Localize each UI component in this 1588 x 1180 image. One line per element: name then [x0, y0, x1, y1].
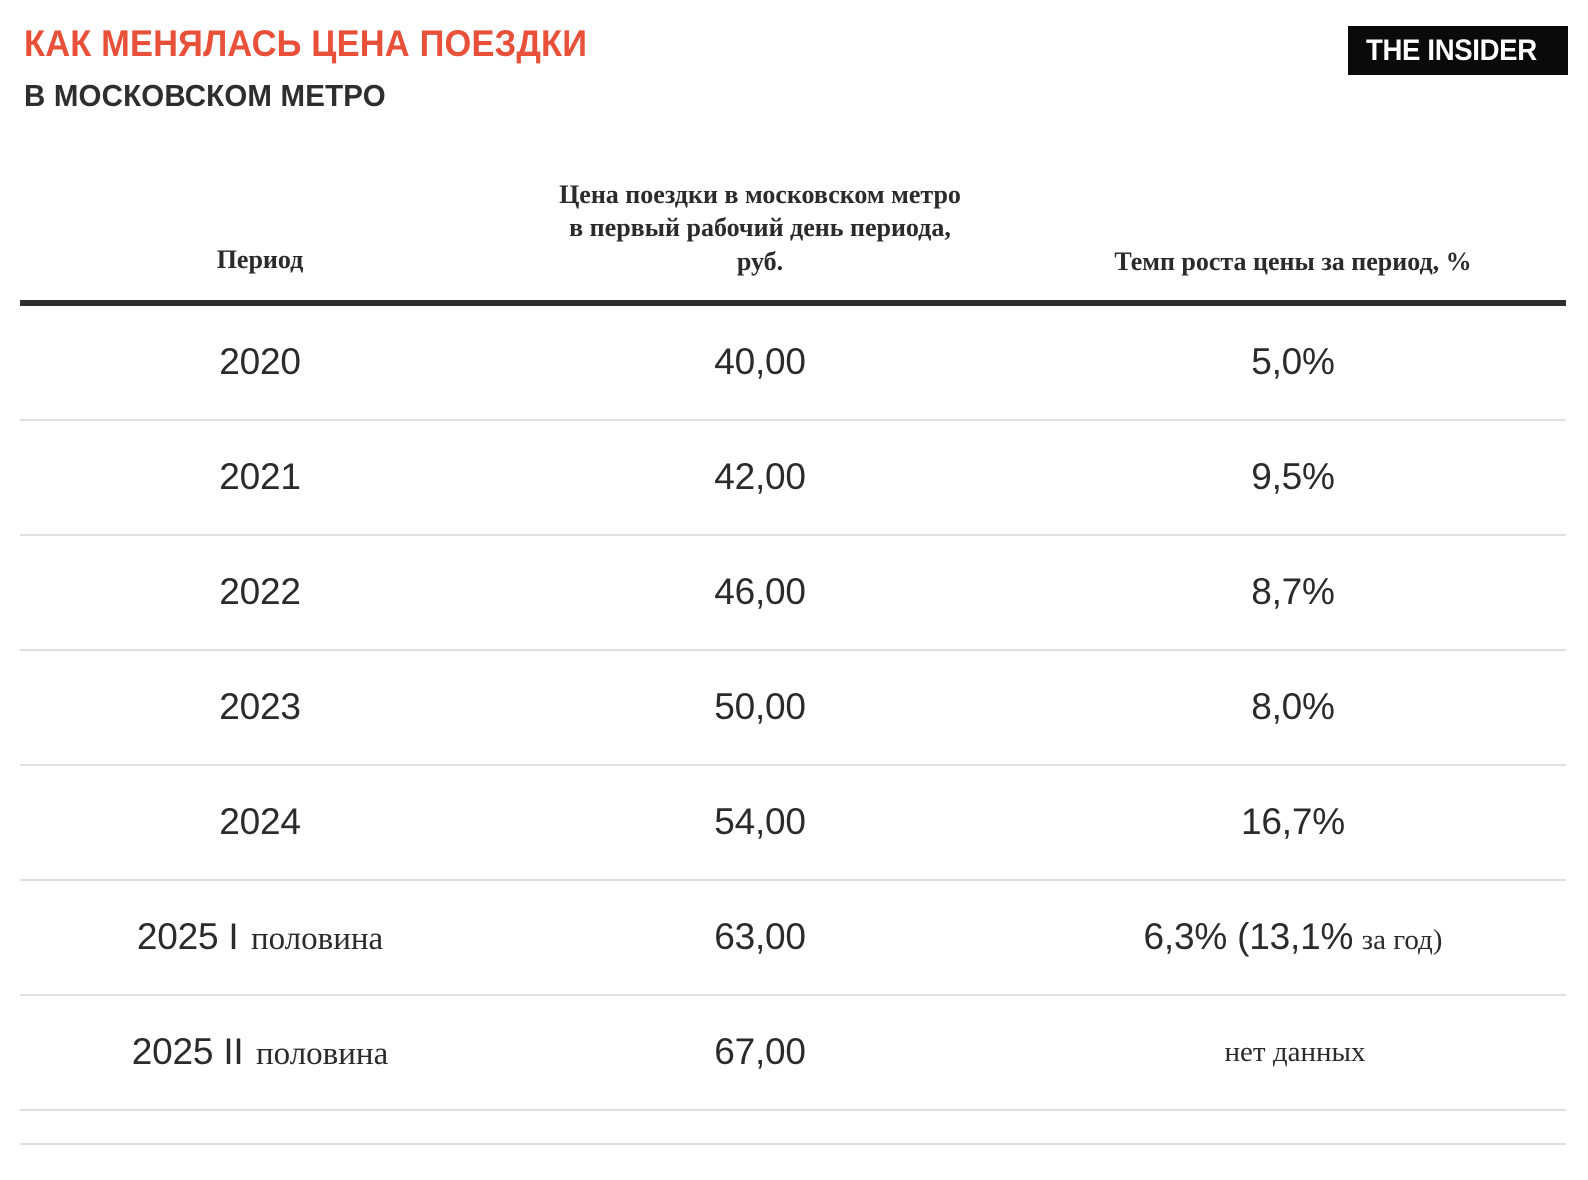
- cell-period: 2020: [20, 302, 500, 421]
- table-header-row: Период Цена поездки в московском метро в…: [20, 178, 1566, 306]
- page-subtitle: В МОСКОВСКОМ МЕТРО: [24, 77, 386, 113]
- price-value: 50,00: [714, 686, 806, 728]
- table-row-empty: [20, 1109, 1566, 1145]
- cell-period: 2022: [20, 534, 500, 651]
- column-header-price: Цена поездки в московском метро в первый…: [500, 178, 1020, 306]
- cell-period: [20, 1109, 500, 1145]
- period-number: 2025 I: [136, 916, 239, 958]
- period-number: 2023: [219, 686, 301, 728]
- cell-period: 2023: [20, 649, 500, 766]
- table-head: Период Цена поездки в московском метро в…: [20, 178, 1566, 306]
- title-group: КАК МЕНЯЛАСЬ ЦЕНА ПОЕЗДКИ В МОСКОВСКОМ М…: [24, 22, 630, 114]
- table-row: 2023 50,00 8,0%: [20, 649, 1566, 766]
- growth-value: 16,7%: [1241, 801, 1345, 843]
- price-history-table: Период Цена поездки в московском метро в…: [20, 178, 1566, 1145]
- column-header-growth: Темп роста цены за период, %: [1020, 178, 1566, 306]
- cell-period: 2021: [20, 419, 500, 536]
- cell-growth: 16,7%: [1020, 764, 1566, 881]
- period-qualifier: половина: [255, 1036, 389, 1073]
- cell-price: 46,00: [500, 534, 1020, 651]
- growth-value: 6,3% (13,1%: [1143, 916, 1354, 958]
- table-row: 2021 42,00 9,5%: [20, 419, 1566, 536]
- table-row: 2025 I половина 63,00 6,3% (13,1% за год…: [20, 879, 1566, 996]
- growth-value: 5,0%: [1251, 341, 1335, 383]
- cell-growth: [1020, 1109, 1566, 1145]
- cell-period: 2024: [20, 764, 500, 881]
- cell-growth: 8,0%: [1020, 649, 1566, 766]
- table-row: 2025 II половина 67,00 нет данных: [20, 994, 1566, 1111]
- price-value: 42,00: [714, 456, 806, 498]
- cell-price: 54,00: [500, 764, 1020, 881]
- cell-growth: 9,5%: [1020, 419, 1566, 536]
- page-header: КАК МЕНЯЛАСЬ ЦЕНА ПОЕЗДКИ В МОСКОВСКОМ М…: [0, 0, 1588, 150]
- cell-period: 2025 I половина: [20, 879, 500, 996]
- column-header-price-line-3: руб.: [736, 246, 784, 276]
- price-value: 40,00: [714, 341, 806, 383]
- period-number: 2020: [219, 341, 301, 383]
- table-body: 2020 40,00 5,0% 2021 42,00: [20, 302, 1566, 1145]
- price-value: 54,00: [714, 801, 806, 843]
- price-value: 67,00: [714, 1031, 806, 1073]
- period-qualifier: половина: [250, 921, 384, 958]
- period-number: 2021: [219, 456, 301, 498]
- cell-growth: 5,0%: [1020, 302, 1566, 421]
- column-header-period: Период: [20, 178, 500, 306]
- period-number: 2025 II: [131, 1031, 244, 1073]
- cell-price: 67,00: [500, 994, 1020, 1111]
- column-header-price-line-1: Цена поездки в московском метро: [559, 180, 961, 209]
- column-header-price-line-2: в первый рабочий день периода,: [569, 213, 951, 243]
- cell-price: 40,00: [500, 302, 1020, 421]
- page-title: КАК МЕНЯЛАСЬ ЦЕНА ПОЕЗДКИ: [24, 23, 588, 64]
- column-header-growth-line-1: Темп роста цены за период, %: [1114, 246, 1472, 276]
- price-value: 46,00: [714, 571, 806, 613]
- growth-no-data: нет данных: [1224, 1035, 1366, 1068]
- column-header-period-line-1: Период: [216, 244, 304, 274]
- growth-value: 8,0%: [1251, 686, 1335, 728]
- cell-price: 50,00: [500, 649, 1020, 766]
- growth-value: 9,5%: [1251, 456, 1335, 498]
- cell-price: 42,00: [500, 419, 1020, 536]
- price-value: 63,00: [714, 916, 806, 958]
- table-row: 2020 40,00 5,0%: [20, 302, 1566, 421]
- cell-period: 2025 II половина: [20, 994, 500, 1111]
- cell-price: 63,00: [500, 879, 1020, 996]
- period-number: 2024: [219, 801, 301, 843]
- growth-qualifier: за год): [1361, 924, 1443, 957]
- table-row: 2024 54,00 16,7%: [20, 764, 1566, 881]
- cell-growth: нет данных: [1020, 994, 1566, 1111]
- growth-value: 8,7%: [1251, 571, 1335, 613]
- period-number: 2022: [219, 571, 301, 613]
- brand-logo: THE INSIDER: [1348, 26, 1568, 75]
- cell-price: [500, 1109, 1020, 1145]
- cell-growth: 6,3% (13,1% за год): [1020, 879, 1566, 996]
- cell-growth: 8,7%: [1020, 534, 1566, 651]
- table-row: 2022 46,00 8,7%: [20, 534, 1566, 651]
- brand-logo-text: THE INSIDER: [1366, 33, 1538, 67]
